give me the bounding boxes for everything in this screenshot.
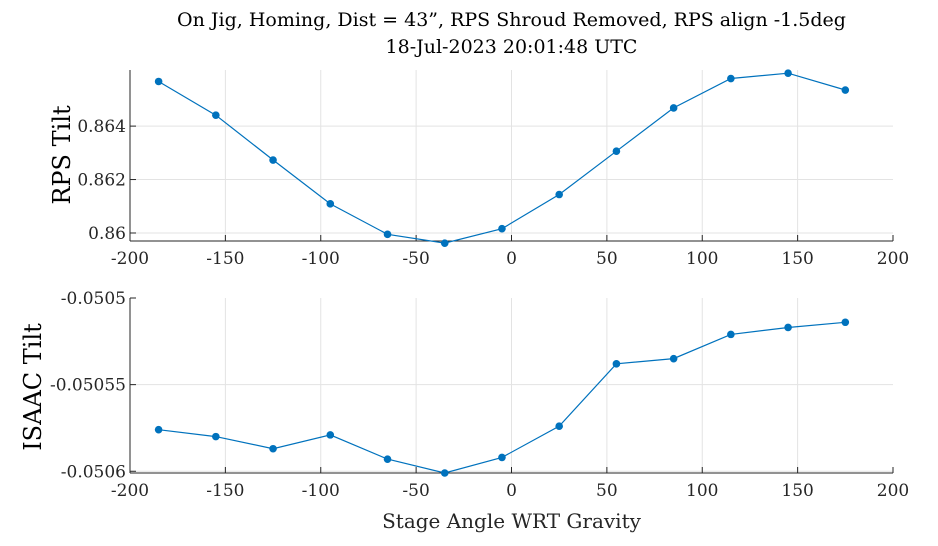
rps-data-point (841, 86, 850, 94)
rps-x-tick-label: -150 (206, 249, 244, 269)
rps-data-point (727, 74, 735, 83)
isaac-x-tick-label: -150 (206, 481, 244, 501)
chart-title-line-1: On Jig, Homing, Dist = 43”, RPS Shroud R… (177, 9, 846, 31)
isaac-data-point (440, 469, 449, 477)
rps-y-tick-label: 0.86 (88, 224, 126, 244)
rps-data-point (555, 190, 563, 199)
isaac-x-tick-label: -50 (402, 481, 429, 501)
isaac-data-point (498, 453, 506, 462)
isaac-data-point (212, 432, 220, 441)
isaac-x-tick-label: 50 (596, 481, 618, 501)
isaac-y-tick-label: -0.05055 (50, 376, 126, 396)
rps-data-point (212, 111, 220, 119)
isaac-data-point (727, 330, 735, 339)
rps-tilt-y-axis-label: RPS Tilt (48, 105, 76, 205)
isaac-y-tick-label: -0.0505 (61, 289, 126, 309)
rps-x-tick-label: -200 (111, 249, 149, 269)
isaac-x-tick-label: 200 (877, 481, 909, 501)
isaac-data-point (555, 422, 563, 431)
rps-series-line (158, 72, 846, 244)
rps-data-point (383, 230, 392, 239)
rps-data-point (612, 147, 621, 156)
rps-x-tick-label: 100 (686, 249, 718, 269)
isaac-x-tick-label: 100 (686, 481, 718, 501)
isaac-y-tick-label: -0.0506 (61, 462, 126, 482)
rps-x-tick-label: -50 (402, 249, 429, 269)
isaac-data-point (612, 360, 621, 368)
rps-x-tick-label: 200 (877, 249, 909, 269)
isaac-series-line (158, 321, 846, 474)
rps-x-tick-label: 50 (596, 249, 618, 269)
isaac-data-point (383, 455, 392, 463)
rps-x-tick-label: 0 (506, 249, 517, 269)
rps-data-point (326, 200, 335, 208)
rps-data-point (784, 69, 792, 78)
rps-y-tick-label: 0.864 (77, 117, 126, 137)
rps-x-tick-label: 150 (781, 249, 813, 269)
isaac-data-point (841, 318, 850, 327)
isaac-x-tick-label: -100 (302, 481, 340, 501)
isaac-data-point (669, 354, 678, 363)
isaac-data-point (326, 431, 335, 439)
rps-data-point (669, 104, 678, 112)
rps-x-tick-label: -100 (302, 249, 340, 269)
isaac-data-point (154, 425, 163, 434)
rps-tilt-plot: -200 -150 -100 -50 0 50 100 150 200 0.86 0.862 0.86… (77, 69, 909, 269)
isaac-x-tick-label: 0 (506, 481, 517, 501)
isaac-x-tick-label: -200 (111, 481, 149, 501)
isaac-data-point (269, 444, 277, 453)
rps-data-point (269, 156, 277, 164)
rps-data-point (498, 224, 506, 233)
isaac-tilt-y-axis-label: ISAAC Tilt (19, 323, 47, 451)
chart-title-line-2: 18-Jul-2023 20:01:48 UTC (385, 36, 638, 58)
isaac-tilt-plot: -200 -150 -100 -50 0 50 100 150 200 -0.0506 -0.050… (50, 289, 909, 501)
x-axis-label: Stage Angle WRT Gravity (382, 509, 641, 533)
rps-y-tick-label: 0.862 (77, 171, 126, 191)
rps-data-point (154, 77, 163, 86)
isaac-x-tick-label: 150 (781, 481, 813, 501)
rps-data-point (440, 239, 449, 247)
isaac-data-point (784, 323, 792, 332)
